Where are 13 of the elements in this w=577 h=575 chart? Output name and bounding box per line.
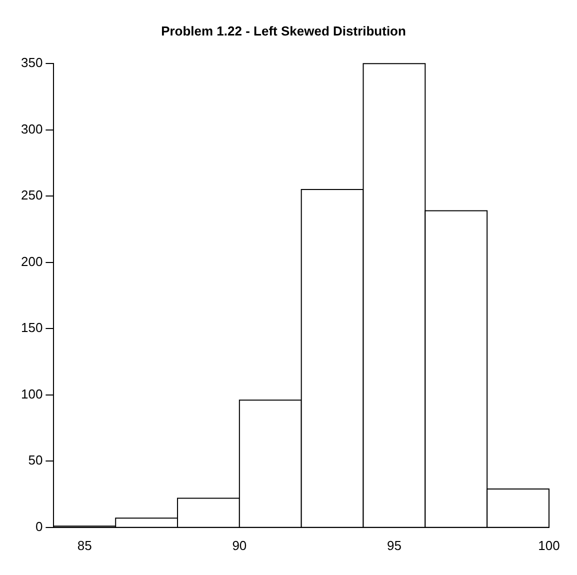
x-tick-label: 100	[538, 538, 560, 553]
x-tick-label: 95	[386, 538, 402, 553]
y-tick-label: 150	[20, 320, 43, 336]
chart-title: Problem 1.22 - Left Skewed Distribution	[161, 23, 406, 38]
y-tick-label: 0	[35, 518, 43, 534]
y-tick-label: 200	[20, 254, 43, 269]
y-tick-label: 300	[20, 121, 43, 136]
y-tick-label: 350	[20, 55, 43, 70]
x-tick-label: 90	[232, 538, 247, 553]
y-tick-label: 50	[28, 452, 43, 468]
y-tick-label: 250	[20, 188, 43, 203]
y-tick-label: 100	[20, 386, 43, 402]
x-tick-label: 85	[77, 538, 92, 553]
